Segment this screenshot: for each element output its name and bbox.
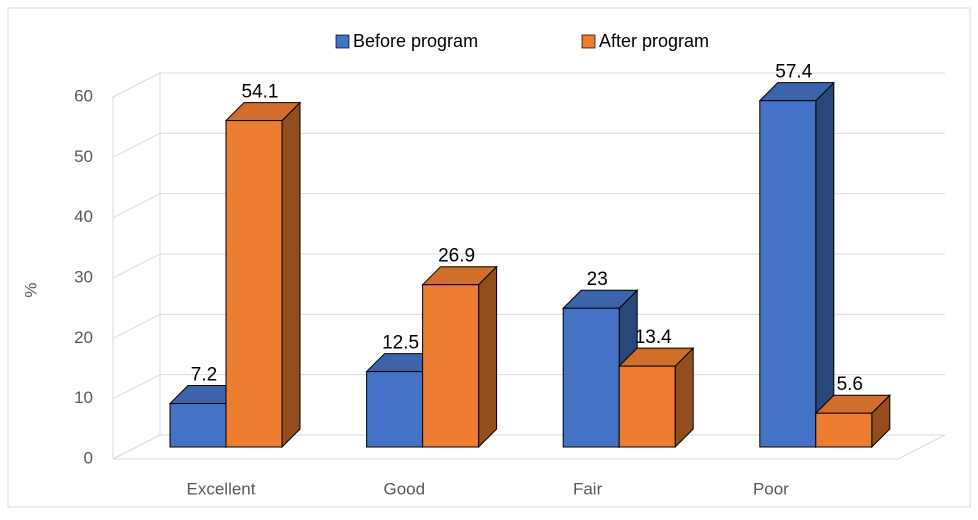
y-tick-label: 30: [74, 267, 93, 286]
x-tick-label: Fair: [573, 479, 603, 498]
bar: [225, 120, 283, 448]
data-label: 13.4: [635, 327, 672, 348]
y-tick-label: 40: [74, 207, 93, 226]
data-label: 12.5: [382, 333, 419, 354]
bar-side: [815, 81, 835, 449]
bar: [618, 365, 676, 448]
x-tick-label: Good: [384, 479, 426, 498]
data-label: 57.4: [775, 62, 812, 83]
legend-label: After program: [599, 31, 709, 51]
grid-line: [112, 132, 945, 158]
bar: [759, 100, 817, 448]
legend-swatch: [335, 34, 350, 49]
data-label: 26.9: [438, 246, 475, 267]
bar: [422, 284, 480, 448]
y-tick-label: 50: [74, 147, 93, 166]
bar: [815, 412, 873, 448]
bar-side: [478, 265, 498, 449]
data-label: 23: [587, 269, 608, 290]
bar: [562, 307, 620, 448]
data-label: 54.1: [242, 82, 279, 103]
y-tick-label: 20: [74, 328, 93, 347]
grid-line: [112, 72, 945, 98]
grid-line: [112, 253, 945, 279]
data-label: 7.2: [191, 365, 217, 386]
y-tick-label: 10: [74, 388, 93, 407]
grid-line: [112, 313, 945, 339]
x-tick-label: Excellent: [187, 479, 256, 498]
bar: [366, 371, 424, 448]
data-label: 5.6: [837, 374, 863, 395]
legend-swatch: [581, 34, 596, 49]
y-tick-label: 60: [74, 86, 93, 105]
y-axis-label: %: [21, 282, 40, 297]
grid-line: [112, 193, 945, 219]
bar: [169, 403, 227, 448]
x-tick-label: Poor: [753, 479, 789, 498]
bar-side: [281, 101, 301, 449]
legend-label: Before program: [353, 31, 478, 51]
y-tick-label: 0: [84, 448, 93, 467]
